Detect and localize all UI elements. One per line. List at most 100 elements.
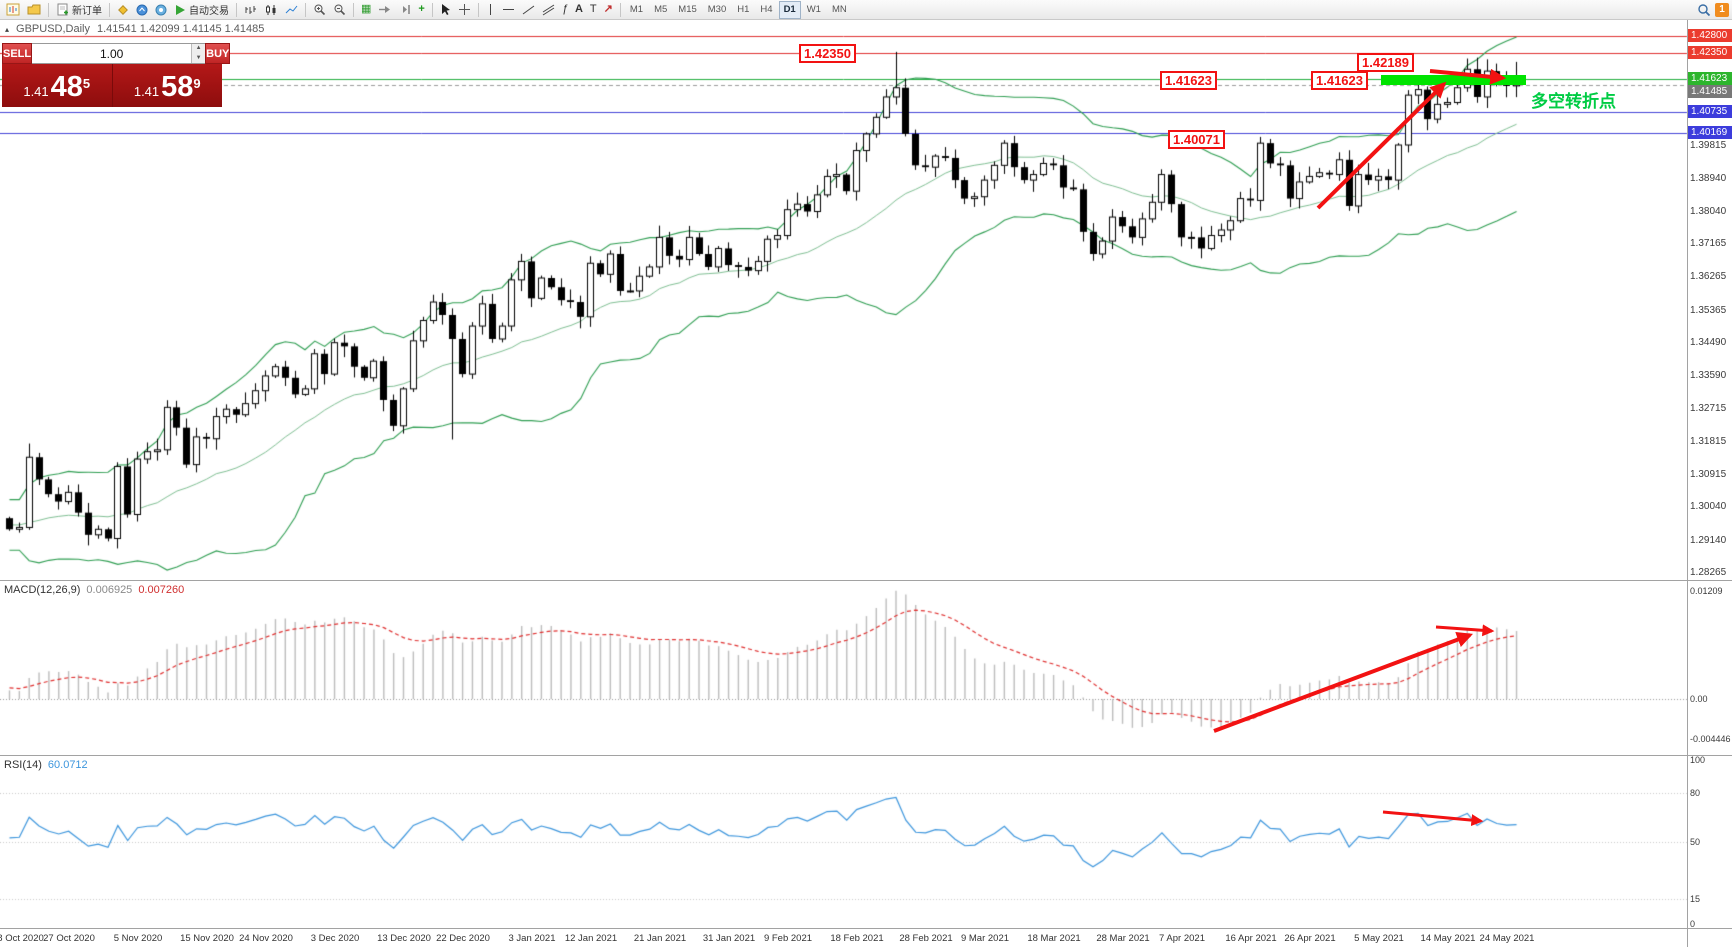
price-axis-marker: 1.40169 — [1688, 126, 1732, 139]
tile-windows-button[interactable]: ▦ — [358, 1, 374, 19]
price-annotation-box[interactable]: 1.41623 — [1160, 71, 1217, 90]
timeframe-mn[interactable]: MN — [831, 3, 847, 15]
vertical-line-icon — [489, 4, 491, 15]
sell-price-sup: 5 — [82, 76, 91, 91]
sell-price-panel[interactable]: 1.41 48 5 — [2, 64, 113, 107]
lot-increase-button[interactable]: ▲ — [192, 44, 206, 54]
timeframe-h4[interactable]: H4 — [760, 3, 773, 15]
macd-label: MACD(12,26,9) — [4, 584, 81, 596]
text-tool-icon: A — [574, 3, 583, 15]
lot-decrease-button[interactable]: ▼ — [192, 53, 206, 63]
price-annotation-box[interactable]: 1.42189 — [1357, 53, 1414, 72]
line-chart-icon — [285, 5, 298, 13]
toolbar-separator — [48, 2, 49, 17]
timeframe-m5[interactable]: M5 — [654, 3, 668, 15]
zoom-out-button[interactable] — [330, 1, 349, 19]
new-chart-button[interactable] — [3, 1, 23, 19]
autotrading-label: 自动交易 — [189, 6, 229, 17]
vertical-line-tool-button[interactable] — [483, 1, 498, 19]
profiles-button[interactable] — [24, 1, 44, 19]
zoom-in-button[interactable] — [310, 1, 329, 19]
sell-button[interactable]: SELL — [2, 43, 33, 64]
time-axis-label: 3 Jan 2021 — [508, 933, 556, 944]
price-axis-marker: 1.42800 — [1688, 29, 1732, 42]
fibonacci-tool-button[interactable]: ƒ — [559, 1, 571, 19]
toolbar-separator — [109, 2, 110, 17]
time-axis-label: 13 Dec 2020 — [377, 933, 431, 944]
bar-chart-icon — [245, 5, 256, 14]
price-annotation-box[interactable]: 1.40071 — [1168, 130, 1225, 149]
price-annotation-box[interactable]: 1.41623 — [1311, 71, 1368, 90]
chart-collapse-icon[interactable]: ▴ — [5, 24, 10, 34]
line-chart-button[interactable] — [282, 1, 301, 19]
time-axis-label: 24 May 2021 — [1479, 933, 1535, 944]
buy-price-panel[interactable]: 1.41 58 9 — [113, 64, 223, 107]
lot-size-input[interactable] — [32, 44, 192, 63]
time-axis-label: 26 Apr 2021 — [1284, 933, 1336, 944]
price-axis-tick: 1.34490 — [1690, 337, 1727, 348]
navigator-button[interactable] — [152, 1, 170, 19]
timeframe-m15[interactable]: M15 — [678, 3, 697, 15]
timeframe-m1[interactable]: M1 — [629, 3, 644, 15]
toolbar-separator — [353, 2, 354, 17]
time-axis-label: 28 Feb 2021 — [899, 933, 953, 944]
macd-axis-label: 0.01209 — [1690, 586, 1723, 596]
new-order-label: 新订单 — [72, 6, 102, 17]
cursor-tool-button[interactable] — [437, 1, 454, 19]
label-tool-icon: T — [589, 3, 597, 15]
indicators-icon: + — [418, 3, 425, 15]
navigator-icon — [155, 4, 167, 15]
auto-scroll-button[interactable] — [375, 1, 394, 19]
panel-separator[interactable] — [0, 755, 1732, 756]
price-axis-tick: 1.38040 — [1690, 206, 1727, 217]
trendline-tool-button[interactable] — [519, 1, 538, 19]
turning-point-label[interactable]: 多空转折点 — [1531, 92, 1616, 111]
toolbar-separator — [477, 2, 479, 17]
support-zone-bar[interactable] — [1381, 75, 1526, 85]
chart-shift-button[interactable] — [395, 1, 414, 19]
text-tool-button[interactable]: A — [572, 1, 586, 19]
rsi-value: 60.0712 — [47, 759, 88, 771]
horizontal-line-icon — [502, 9, 514, 10]
price-axis-tick: 1.30040 — [1690, 501, 1727, 512]
zoom-in-icon — [314, 4, 326, 16]
crosshair-tool-button[interactable] — [455, 1, 474, 19]
timeframe-w1[interactable]: W1 — [806, 3, 821, 15]
notification-badge[interactable]: 1 — [1715, 2, 1729, 17]
auto-scroll-icon — [379, 6, 391, 13]
channel-tool-button[interactable] — [539, 1, 558, 19]
panel-separator[interactable] — [0, 580, 1732, 581]
indicators-button[interactable]: + — [415, 1, 427, 19]
price-axis-tick: 1.37165 — [1690, 238, 1727, 249]
search-button[interactable] — [1694, 1, 1714, 19]
toolbar-separator — [305, 2, 306, 17]
chart-symbol-period: GBPUSD,Daily — [16, 23, 90, 35]
price-annotation-box[interactable]: 1.42350 — [799, 44, 856, 63]
new-order-button[interactable]: 新订单 — [53, 1, 105, 19]
timeframe-m30[interactable]: M30 — [707, 3, 727, 15]
macd-axis-label: 0.00 — [1690, 694, 1708, 704]
chart-ohlc-values: 1.41541 1.42099 1.41145 1.41485 — [96, 23, 265, 35]
price-axis-marker: 1.41623 — [1688, 72, 1732, 85]
market-watch-button[interactable] — [133, 1, 151, 19]
arrows-tool-button[interactable]: ↗ — [601, 1, 616, 19]
rsi-axis-label: 50 — [1690, 837, 1701, 847]
sell-price-small: 1.41 — [23, 84, 49, 99]
candlestick-chart-icon — [266, 4, 276, 15]
price-axis-tick: 1.33590 — [1690, 370, 1727, 381]
horizontal-line-tool-button[interactable] — [499, 1, 518, 19]
panel-separator[interactable] — [0, 928, 1732, 929]
metaeditor-button[interactable] — [114, 1, 132, 19]
time-axis-label: 21 Jan 2021 — [633, 933, 687, 944]
timeframe-d1[interactable]: D1 — [778, 0, 801, 19]
time-axis-label: 18 Feb 2021 — [830, 933, 884, 944]
autotrading-button[interactable]: 自动交易 — [171, 1, 232, 19]
bar-chart-button[interactable] — [241, 1, 260, 19]
price-axis-tick: 1.36265 — [1690, 271, 1727, 282]
timeframe-h1[interactable]: H1 — [737, 3, 750, 15]
label-tool-button[interactable]: T — [587, 1, 600, 19]
candlestick-chart-button[interactable] — [261, 1, 281, 19]
buy-button[interactable]: BUY — [205, 43, 231, 64]
lot-spinner: ▲ ▼ — [191, 44, 206, 63]
